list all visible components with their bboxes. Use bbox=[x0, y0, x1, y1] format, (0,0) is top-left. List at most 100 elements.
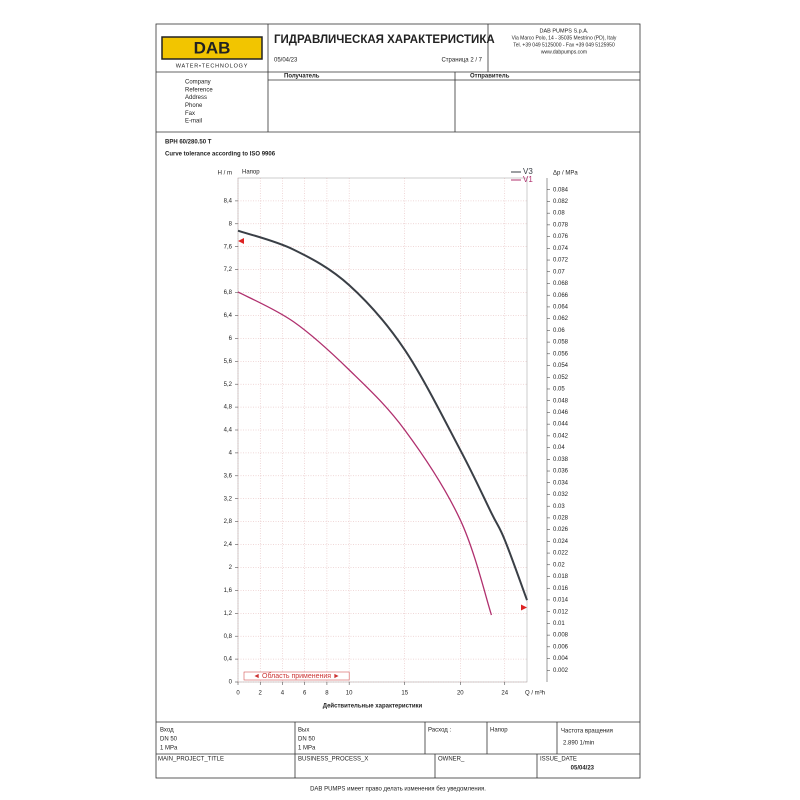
y2-tick-label: 0.018 bbox=[553, 574, 569, 580]
x-tick-label: 10 bbox=[346, 691, 353, 697]
x-axis-label: Q / m³h bbox=[525, 691, 545, 697]
product: BPH 60/280.50 T bbox=[165, 140, 212, 146]
y2-tick-label: 0.084 bbox=[553, 187, 569, 193]
y2-tick-label: 0.012 bbox=[553, 609, 569, 615]
legend-label: V1 bbox=[523, 175, 533, 184]
y2-tick-label: 0.054 bbox=[553, 363, 569, 369]
y2-tick-label: 0.032 bbox=[553, 492, 569, 498]
y2-tick-label: 0.056 bbox=[553, 351, 569, 357]
y2-tick-label: 0.04 bbox=[553, 445, 565, 451]
series-line bbox=[237, 229, 528, 601]
x-tick-label: 6 bbox=[303, 691, 307, 697]
frame bbox=[155, 23, 641, 779]
tolerance-note: Curve tolerance according to ISO 9906 bbox=[165, 152, 276, 158]
owner: OWNER_ bbox=[438, 757, 465, 763]
y2-tick-label: 0.014 bbox=[553, 598, 569, 604]
x-tick-label: 15 bbox=[401, 691, 408, 697]
y2-tick-label: 0.03 bbox=[553, 504, 565, 510]
business-process: BUSINESS_PROCESS_X bbox=[298, 757, 368, 763]
contact-field: Company bbox=[185, 80, 211, 86]
range-label: ◄ Область применения ► bbox=[253, 672, 340, 680]
y2-axis-label: Δp / MPa bbox=[553, 171, 578, 177]
y2-tick-label: 0.002 bbox=[553, 668, 569, 674]
logo: DAB bbox=[194, 38, 231, 57]
y2-tick-label: 0.006 bbox=[553, 644, 569, 650]
y2-tick-label: 0.066 bbox=[553, 293, 569, 299]
y2-tick-label: 0.016 bbox=[553, 586, 569, 592]
y2-tick-label: 0.02 bbox=[553, 562, 565, 568]
y2-tick-label: 0.058 bbox=[553, 340, 569, 346]
y-tick-label: 1,6 bbox=[224, 588, 233, 594]
contact-field: Address bbox=[185, 95, 207, 101]
flow: Расход : bbox=[428, 728, 451, 734]
y-tick-label: 7,2 bbox=[224, 267, 233, 273]
head: Напор bbox=[490, 728, 508, 734]
contact-field: Fax bbox=[185, 111, 195, 117]
y-tick-label: 0,8 bbox=[224, 634, 233, 640]
y2-tick-label: 0.004 bbox=[553, 656, 569, 662]
company: DAB PUMPS S.p.A. bbox=[540, 28, 589, 34]
doc-title: ГИДРАВЛИЧЕСКАЯ ХАРАКТЕРИСТИКА bbox=[274, 34, 495, 46]
y-tick-label: 6 bbox=[229, 336, 233, 342]
project-title: MAIN_PROJECT_TITLE bbox=[158, 757, 224, 763]
y2-tick-label: 0.08 bbox=[553, 211, 565, 217]
sender: Отправитель bbox=[470, 74, 510, 80]
address: Via Marco Polo, 14 - 35035 Mestrino (PD)… bbox=[512, 35, 617, 41]
series-title: Напор bbox=[242, 170, 260, 176]
y-tick-label: 8,4 bbox=[224, 198, 233, 204]
outlet-label: Вых bbox=[298, 728, 309, 734]
contact-field: E-mail bbox=[185, 119, 202, 125]
chart: 0 0,4 0,8 1,2 1,6 2 2,4 2,8 3,2 3,6 4 4,4 4,8 5,2 5,6 6… bbox=[218, 167, 579, 709]
outlet-pressure: 1 MPa bbox=[298, 746, 316, 752]
y2-tick-label: 0.008 bbox=[553, 633, 569, 639]
y2-tick-label: 0.07 bbox=[553, 269, 565, 275]
y2-tick-label: 0.048 bbox=[553, 398, 569, 404]
y2-tick-label: 0.082 bbox=[553, 199, 569, 205]
y2-tick-label: 0.022 bbox=[553, 551, 569, 557]
speed-value: 2.890 1/min bbox=[563, 741, 594, 747]
y2-tick-label: 0.064 bbox=[553, 305, 569, 311]
y-tick-label: 6,8 bbox=[224, 290, 233, 296]
y2-tick-label: 0.05 bbox=[553, 387, 565, 393]
phone: Tel. +39 049 5125000 - Fax +39 049 51259… bbox=[513, 42, 615, 48]
y-tick-label: 6,4 bbox=[224, 313, 233, 319]
inlet-label: Вход bbox=[160, 728, 174, 734]
y-tick-label: 4,4 bbox=[224, 428, 233, 434]
x-tick-label: 0 bbox=[236, 691, 240, 697]
y-tick-label: 2,4 bbox=[224, 542, 233, 548]
inlet-dn: DN 50 bbox=[160, 737, 178, 743]
y2-tick-label: 0.072 bbox=[553, 258, 569, 264]
x-tick-label: 8 bbox=[325, 691, 329, 697]
x-tick-label: 4 bbox=[281, 691, 285, 697]
y2-tick-label: 0.074 bbox=[553, 246, 569, 252]
contact-field: Phone bbox=[185, 103, 203, 109]
x-caption: Действительные характеристики bbox=[323, 703, 423, 710]
y-tick-label: 3,6 bbox=[224, 473, 233, 479]
x-tick-label: 20 bbox=[457, 691, 464, 697]
y-tick-label: 5,2 bbox=[224, 382, 233, 388]
y-tick-label: 2 bbox=[229, 565, 233, 571]
y2-tick-label: 0.036 bbox=[553, 469, 569, 475]
y2-tick-label: 0.076 bbox=[553, 234, 569, 240]
y-tick-label: 0,4 bbox=[224, 657, 233, 663]
y2-tick-label: 0.01 bbox=[553, 621, 565, 627]
range-box bbox=[243, 671, 350, 681]
y2-tick-label: 0.06 bbox=[553, 328, 565, 334]
y2-tick-label: 0.052 bbox=[553, 375, 569, 381]
recipient: Получатель bbox=[284, 74, 320, 80]
y2-tick-label: 0.046 bbox=[553, 410, 569, 416]
inlet-pressure: 1 MPa bbox=[160, 746, 178, 752]
footer-note: DAB PUMPS имеет право делать изменения б… bbox=[310, 787, 486, 793]
y-tick-label: 8 bbox=[229, 221, 233, 227]
logo-tagline: WATER•TECHNOLOGY bbox=[176, 63, 248, 69]
y2-tick-label: 0.026 bbox=[553, 527, 569, 533]
web: www.dabpumps.com bbox=[541, 49, 587, 55]
page-number: Страница 2 / 7 bbox=[441, 58, 482, 64]
y-tick-label: 3,2 bbox=[224, 496, 233, 502]
issue-label: ISSUE_DATE bbox=[540, 757, 577, 763]
y2-tick-label: 0.078 bbox=[553, 222, 569, 228]
y2-tick-label: 0.062 bbox=[553, 316, 569, 322]
outlet-dn: DN 50 bbox=[298, 737, 316, 743]
